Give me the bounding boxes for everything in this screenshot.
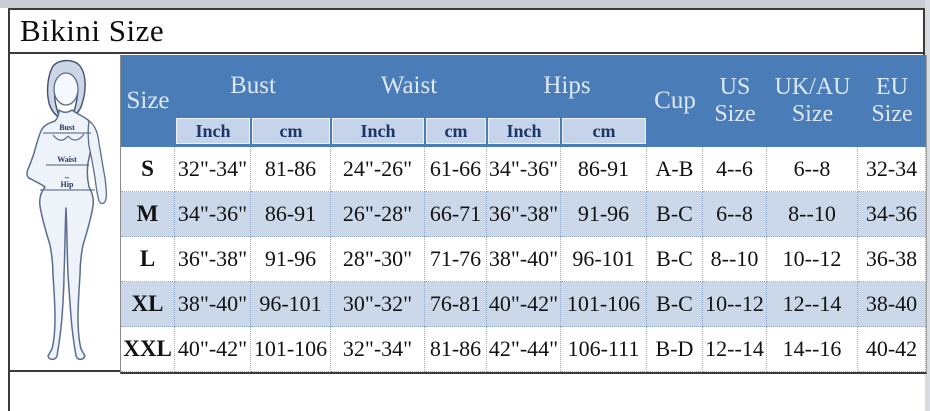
cell-waist-cm: 66-71	[425, 192, 487, 237]
cell-eu-size: 38-40	[858, 282, 926, 327]
col-header-hips: Hips	[487, 55, 647, 116]
cell-us-size: 8--10	[703, 237, 767, 282]
cell-size: M	[121, 192, 175, 237]
cell-waist-cm: 76-81	[425, 282, 487, 327]
cell-hips-cm: 91-96	[561, 192, 647, 237]
cell-waist-inch: 30"-32"	[331, 282, 425, 327]
figure-face	[53, 72, 79, 106]
cell-us-size: 12--14	[703, 327, 767, 372]
figure-bust-contour	[52, 133, 85, 141]
right-edge-strip	[925, 0, 930, 411]
left-border-extension	[8, 372, 10, 411]
figure-body-outline	[26, 109, 94, 361]
cell-us-size: 6--8	[703, 192, 767, 237]
body-measurement-figure: Bust Waist Hip	[10, 54, 120, 370]
cell-bust-inch: 40"-42"	[175, 327, 251, 372]
cell-hips-inch: 34"-36"	[487, 147, 561, 192]
cell-bust-inch: 36"-38"	[175, 237, 251, 282]
col-header-us-size: US Size	[703, 55, 767, 147]
subheader-waist-inch: Inch	[332, 118, 424, 144]
woman-silhouette-illustration: Bust Waist Hip	[26, 59, 108, 361]
cell-ukau-size: 10--12	[767, 237, 858, 282]
subheader-waist-cm: cm	[426, 118, 486, 144]
cell-hips-inch: 38"-40"	[487, 237, 561, 282]
subheader-bust-inch-wrap: Inch	[175, 116, 251, 147]
cell-eu-size: 34-36	[858, 192, 926, 237]
bust-label: Bust	[59, 123, 75, 132]
cell-eu-size: 32-34	[858, 147, 926, 192]
cell-eu-size: 36-38	[858, 237, 926, 282]
cell-waist-cm: 81-86	[425, 327, 487, 372]
col-header-cup: Cup	[647, 55, 703, 147]
cell-eu-size: 40-42	[858, 327, 926, 372]
cell-waist-cm: 61-66	[425, 147, 487, 192]
cell-hips-cm: 86-91	[561, 147, 647, 192]
col-header-size: Size	[121, 55, 175, 147]
cell-us-size: 4--6	[703, 147, 767, 192]
cell-size: XL	[121, 282, 175, 327]
cell-ukau-size: 8--10	[767, 192, 858, 237]
subheader-bust-inch: Inch	[176, 118, 250, 144]
cell-ukau-size: 14--16	[767, 327, 858, 372]
subheader-bust-cm: cm	[252, 118, 330, 144]
cell-cup: B-D	[647, 327, 703, 372]
col-header-waist: Waist	[331, 55, 487, 116]
cell-ukau-size: 12--14	[767, 282, 858, 327]
cell-bust-cm: 101-106	[251, 327, 331, 372]
figure-arm	[87, 119, 108, 205]
hip-label: Hip	[61, 180, 74, 189]
cell-us-size: 10--12	[703, 282, 767, 327]
cell-hips-inch: 42"-44"	[487, 327, 561, 372]
cell-bust-inch: 34"-36"	[175, 192, 251, 237]
cell-size: S	[121, 147, 175, 192]
cell-cup: B-C	[647, 192, 703, 237]
subheader-hips-inch-wrap: Inch	[487, 116, 561, 147]
cell-waist-inch: 28"-30"	[331, 237, 425, 282]
col-header-ukau-size: UK/AU Size	[767, 55, 858, 147]
cell-waist-inch: 26"-28"	[331, 192, 425, 237]
cell-hips-cm: 96-101	[561, 237, 647, 282]
cell-bust-cm: 86-91	[251, 192, 331, 237]
cell-bust-cm: 81-86	[251, 147, 331, 192]
cell-bust-inch: 38"-40"	[175, 282, 251, 327]
page-title: Bikini Size	[10, 10, 923, 54]
cell-hips-cm: 106-111	[561, 327, 647, 372]
cell-bust-cm: 91-96	[251, 237, 331, 282]
col-header-bust: Bust	[175, 55, 331, 116]
col-header-eu-size: EU Size	[858, 55, 926, 147]
subheader-waist-inch-wrap: Inch	[331, 116, 425, 147]
waist-label: Waist	[57, 155, 77, 164]
subheader-hips-cm-wrap: cm	[561, 116, 647, 147]
cell-waist-cm: 71-76	[425, 237, 487, 282]
cell-ukau-size: 6--8	[767, 147, 858, 192]
subheader-waist-cm-wrap: cm	[425, 116, 487, 147]
cell-hips-cm: 101-106	[561, 282, 647, 327]
top-edge-strip	[0, 0, 930, 8]
cell-size: XXL	[121, 327, 175, 372]
cell-hips-inch: 40"-42"	[487, 282, 561, 327]
cell-cup: B-C	[647, 237, 703, 282]
cell-bust-cm: 96-101	[251, 282, 331, 327]
cell-size: L	[121, 237, 175, 282]
subheader-hips-inch: Inch	[488, 118, 560, 144]
subheader-hips-cm: cm	[562, 118, 646, 144]
cell-waist-inch: 32"-34"	[331, 327, 425, 372]
cell-waist-inch: 24"-26"	[331, 147, 425, 192]
figure-navel	[64, 176, 70, 179]
cell-hips-inch: 36"-38"	[487, 192, 561, 237]
cell-cup: A-B	[647, 147, 703, 192]
cell-bust-inch: 32"-34"	[175, 147, 251, 192]
subheader-bust-cm-wrap: cm	[251, 116, 331, 147]
cell-cup: B-C	[647, 282, 703, 327]
size-chart-table: Size Bust Waist Hips Cup US Size UK/AU S…	[120, 55, 927, 374]
